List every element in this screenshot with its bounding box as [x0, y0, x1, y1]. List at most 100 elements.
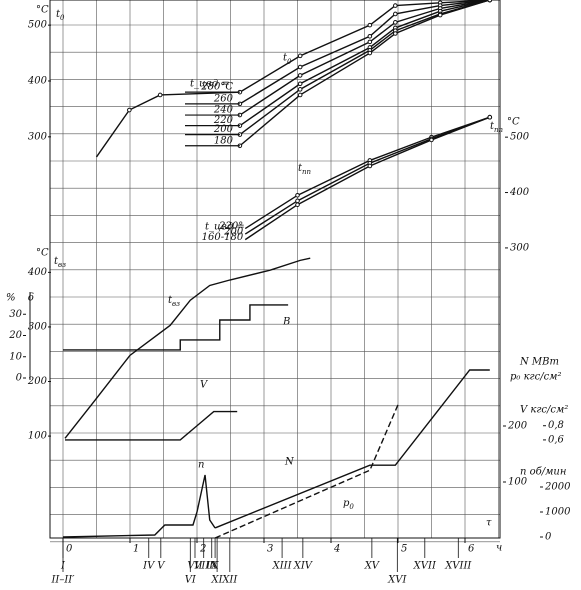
y-tick-label: 0 — [16, 373, 23, 384]
point-marker — [297, 81, 303, 87]
axis-label: tвз — [54, 256, 66, 270]
axis-label-sub: 0 — [60, 14, 65, 22]
frame — [49, 0, 501, 539]
x-axis-symbol: τ — [486, 518, 492, 529]
series-label-sub: 0 — [349, 503, 354, 511]
series-line — [62, 474, 216, 538]
point-marker — [487, 0, 493, 3]
legend-label: 180 — [214, 135, 234, 146]
x-tick-label: 3 — [267, 544, 273, 555]
axis-unit: N МВт — [519, 357, 559, 368]
series-label: n — [198, 460, 204, 471]
series-line — [64, 257, 311, 439]
legend-label: 160-180 — [202, 232, 244, 243]
point-marker — [487, 114, 493, 120]
point-marker — [393, 3, 398, 8]
event-label: IV — [142, 561, 156, 572]
legend-label: 240 — [213, 105, 234, 116]
x-tick-label: 4 — [333, 544, 340, 555]
axis-label: t0 — [56, 9, 65, 23]
point-marker — [297, 64, 303, 70]
legend-label: 280°C — [200, 82, 233, 93]
y-tick-label: 0 — [545, 532, 552, 543]
axis-unit: % — [6, 293, 16, 304]
event-label: VI — [185, 575, 197, 586]
y-tick-label: 500 — [510, 132, 530, 143]
axis-unit: °C — [36, 5, 49, 16]
axis-unit: p₀ кгс/см² — [510, 372, 561, 383]
y-tick-label: 10 — [9, 351, 22, 362]
point-marker — [297, 53, 303, 59]
annotation: t0 — [283, 53, 292, 67]
y-tick-label: 400 — [27, 267, 48, 278]
point-marker — [295, 193, 300, 198]
series-line — [239, 0, 490, 147]
y-tick-label: 20 — [8, 330, 22, 341]
point-marker — [393, 31, 398, 36]
y-tick-label: 200 — [27, 376, 48, 387]
event-label: XVI — [387, 575, 407, 586]
annotation-sub: пп — [302, 168, 312, 176]
grid — [50, 0, 500, 543]
series-line — [65, 410, 238, 441]
series-label: B — [282, 317, 290, 328]
legend-label: 200 — [213, 124, 234, 135]
series-label: tвз — [168, 295, 180, 309]
axis-label-sub: пп — [494, 126, 504, 134]
point-marker — [295, 198, 300, 204]
event-label: IX — [205, 561, 218, 572]
event-label: V — [157, 561, 166, 572]
axis-label-main: t — [56, 9, 61, 20]
y-tick-label: 100 — [28, 431, 48, 442]
point-marker — [295, 202, 300, 208]
series-label: V — [200, 380, 209, 391]
event-label: XVII — [413, 561, 437, 572]
point-marker — [367, 22, 373, 28]
y-tick-label: 400 — [27, 75, 48, 86]
event-label: II–II′ — [50, 575, 75, 586]
x-tick-label: 6 — [468, 544, 475, 555]
x-tick-label: 5 — [401, 544, 407, 555]
series-line — [239, 0, 490, 105]
point-marker — [367, 50, 373, 56]
point-marker — [297, 73, 303, 78]
series-line — [214, 404, 399, 539]
axis-label-main: t — [490, 121, 495, 132]
x-tick-label: 0 — [66, 544, 73, 555]
series-label-main: p — [343, 498, 350, 509]
y-tick-label: 0,8 — [548, 420, 564, 431]
y-tick-label: 300 — [28, 131, 48, 142]
event-label: XI — [211, 575, 224, 586]
series-label-sub: вз — [172, 300, 180, 308]
event-label: XIII — [272, 561, 293, 572]
y-tick-label: 100 — [508, 477, 528, 488]
point-marker — [367, 163, 373, 169]
y-tick-label: 300 — [510, 242, 530, 253]
annotation-main: t — [298, 163, 303, 174]
point-marker — [127, 107, 132, 113]
legend-label: 200 — [223, 227, 244, 238]
x-tick-label: 2 — [199, 544, 206, 555]
point-marker — [297, 92, 303, 98]
event-label: XII — [221, 575, 238, 586]
legend-label: 260 — [213, 93, 234, 104]
event-label: VIII — [194, 561, 214, 572]
group-label: t_цвд = — [190, 79, 230, 90]
axis-unit: °C — [36, 248, 49, 259]
y-tick-label: 0,6 — [548, 434, 565, 445]
axis-label: tпп — [490, 121, 504, 135]
event-label: XIV — [293, 561, 314, 572]
point-marker — [297, 87, 303, 92]
y-tick-label: 30 — [9, 309, 22, 320]
axis-unit: n об/мин — [520, 467, 566, 478]
series-label: p0 — [343, 498, 354, 512]
series-line — [214, 369, 490, 529]
axis-unit: δ — [28, 293, 34, 304]
series-label-main: t — [168, 295, 173, 306]
point-marker — [367, 34, 373, 39]
legend-label: 220 — [213, 115, 234, 126]
y-tick-label: 400 — [509, 187, 530, 198]
axis-unit: V кгс/см² — [520, 405, 568, 416]
